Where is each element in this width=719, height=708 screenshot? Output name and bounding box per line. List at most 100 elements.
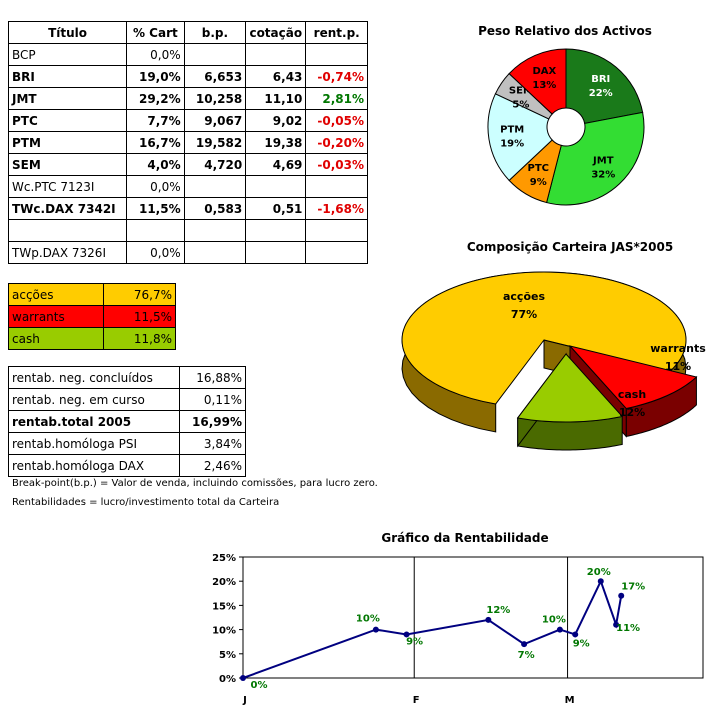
line-point [372, 626, 379, 633]
allocation-value: 76,7% [103, 283, 176, 306]
asset-rent [305, 175, 368, 198]
asset-cotacao: 4,69 [245, 153, 307, 176]
allocation-value: 11,5% [103, 305, 176, 328]
pie2-wall-0 [543, 339, 671, 400]
pie1-value-label: 22% [589, 88, 613, 99]
pie2-value-label: 11% [665, 360, 691, 373]
asset-title: PTC [7, 109, 128, 132]
pie1-value-label: 5% [512, 99, 529, 110]
y-tick-label: 20% [212, 577, 236, 588]
pie1-label: PTC [528, 163, 550, 174]
asset-cart: 19,0% [126, 65, 185, 88]
returns-label: rentab.homóloga DAX [7, 454, 181, 477]
asset-cotacao [245, 241, 307, 264]
asset-bp: 9,067 [183, 109, 247, 132]
pie1-slice-jmt [545, 111, 645, 206]
asset-title: TWc.DAX 7342I [7, 197, 128, 220]
pie2-value-label: 12% [619, 406, 645, 419]
asset-rent: -0,74% [305, 65, 368, 88]
line-point-label: 11% [616, 623, 640, 634]
pie1-label: DAX [532, 66, 556, 77]
line-plot-area [242, 556, 704, 679]
asset-cotacao: 9,02 [245, 109, 307, 132]
asset-cart: 11,5% [126, 197, 185, 220]
header-cart: % Cart [126, 21, 185, 44]
note-rentabilidades: Rentabilidades = lucro/investimento tota… [12, 497, 280, 508]
asset-cotacao: 6,43 [245, 65, 307, 88]
portfolio-row: BCP 0,0% [7, 43, 368, 66]
line-point [613, 621, 620, 628]
returns-label: rentab.homóloga PSI [7, 432, 181, 455]
returns-value: 3,84% [179, 432, 246, 455]
y-tick-label: 0% [219, 674, 236, 685]
returns-row: rentab. neg. em curso 0,11% [7, 388, 246, 411]
returns-label: rentab.total 2005 [7, 410, 181, 433]
line-point-label: 10% [356, 614, 380, 625]
header-rent: rent.p. [305, 21, 368, 44]
pie2-slice-acções [401, 271, 687, 405]
pie1-slice-ptc [508, 139, 562, 204]
allocation-label: acções [7, 283, 105, 306]
portfolio-row: JMT 29,2% 10,258 11,10 2,81% [7, 87, 368, 110]
asset-cart: 0,0% [126, 241, 185, 264]
portfolio-row [7, 219, 368, 242]
returns-label: rentab. neg. concluídos [7, 366, 181, 389]
allocation-label: cash [7, 327, 105, 350]
y-tick-label: 15% [212, 601, 236, 612]
pie1-label: SEM [509, 85, 533, 96]
pie2-wall-2 [517, 352, 567, 448]
asset-cart: 0,0% [126, 175, 185, 198]
returns-value: 2,46% [179, 454, 246, 477]
portfolio-header-row: Título % Cart b.p. cotação rent.p. [7, 21, 368, 44]
asset-bp: 19,582 [183, 131, 247, 154]
line-point-label: 20% [587, 567, 611, 578]
asset-title: JMT [7, 87, 128, 110]
asset-cotacao [245, 175, 307, 198]
returns-value: 16,99% [179, 410, 246, 433]
line-point [597, 578, 604, 585]
asset-bp: 6,653 [183, 65, 247, 88]
allocation-row: acções 76,7% [7, 283, 176, 306]
asset-title: BCP [7, 43, 128, 66]
returns-table: rentab. neg. concluídos 16,88% rentab. neg… [7, 366, 246, 477]
asset-bp [183, 241, 247, 264]
line-point-label: 9% [573, 638, 590, 649]
allocation-label: warrants [7, 305, 105, 328]
pie1-value-label: 32% [591, 170, 615, 181]
returns-value: 16,88% [179, 366, 246, 389]
line-point [521, 641, 528, 648]
asset-rent: -1,68% [305, 197, 368, 220]
line-series [242, 578, 623, 679]
pie2-title: Composição Carteira JAS*2005 [466, 240, 674, 254]
asset-cotacao: 11,10 [245, 87, 307, 110]
line-point [556, 626, 563, 633]
asset-rent: 2,81% [305, 87, 368, 110]
asset-cotacao: 19,38 [245, 131, 307, 154]
line-point [618, 592, 625, 599]
asset-bp: 0,583 [183, 197, 247, 220]
pie2-side-2 [517, 415, 623, 451]
pie1-slice-bri [565, 48, 644, 125]
returns-row: rentab.homóloga PSI 3,84% [7, 432, 246, 455]
asset-rent [305, 43, 368, 66]
y-tick-label: 25% [212, 553, 236, 564]
portfolio-row: TWp.DAX 7326I 0,0% [7, 241, 368, 264]
returns-value: 0,11% [179, 388, 246, 411]
line-point [403, 631, 410, 638]
y-tick-label: 10% [212, 626, 236, 637]
x-tick-label: F [413, 695, 420, 706]
asset-rent: -0,20% [305, 131, 368, 154]
portfolio-row: PTM 16,7% 19,582 19,38 -0,20% [7, 131, 368, 154]
returns-row: rentab.homóloga DAX 2,46% [7, 454, 246, 477]
portfolio-row: BRI 19,0% 6,653 6,43 -0,74% [7, 65, 368, 88]
pie1-value-label: 13% [532, 80, 556, 91]
asset-title: PTM [7, 131, 128, 154]
asset-rent: -0,03% [305, 153, 368, 176]
pie1-value-label: 9% [530, 177, 547, 188]
allocation-value: 11,8% [103, 327, 176, 350]
line-point-label: 0% [251, 680, 268, 691]
pie2-label: warrants [650, 342, 706, 355]
pie1-label: JMT [592, 156, 614, 167]
asset-cart: 0,0% [126, 43, 185, 66]
portfolio-row: TWc.DAX 7342I 11,5% 0,583 0,51 -1,68% [7, 197, 368, 220]
